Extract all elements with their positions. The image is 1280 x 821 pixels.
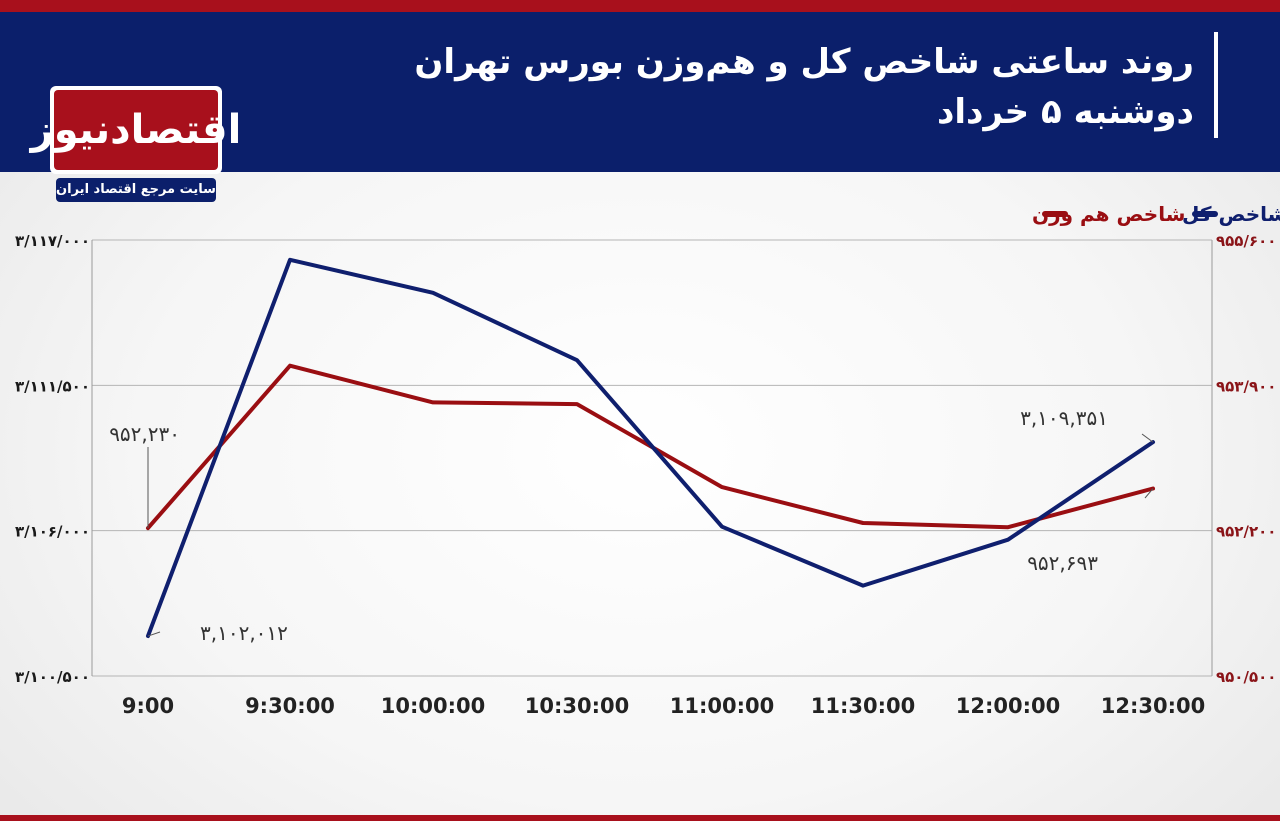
- right-axis-tick-label: ۹۵۲/۲۰۰: [1216, 523, 1276, 541]
- x-axis-tick-label: 10:30:00: [525, 694, 629, 718]
- right-axis-tick-label: ۹۵۰/۵۰۰: [1216, 668, 1276, 686]
- chart-grid: [92, 239, 1212, 677]
- chart-title: روند ساعتی شاخص کل و هم‌وزن بورس تهران: [414, 42, 1194, 82]
- left-axis-tick-label: ۳/۱۱۱/۵۰۰: [15, 377, 90, 395]
- total-index-line: [146, 257, 1155, 638]
- brand-logo: اقتصادنیوز: [31, 86, 241, 174]
- data-label: ۹۵۲,۲۳۰: [109, 422, 180, 446]
- top-accent-strip: [0, 0, 1280, 12]
- data-label: ۳,۱۰۹,۳۵۱: [1020, 406, 1108, 430]
- data-label: ۹۵۲,۶۹۳: [1027, 551, 1098, 575]
- left-axis-tick-label: ۳/۱۰۰/۵۰۰: [15, 668, 90, 686]
- chart-subtitle: دوشنبه ۵ خرداد: [936, 92, 1194, 132]
- annotation-leader: [1144, 488, 1154, 499]
- left-axis-tick-label: ۳/۱۰۶/۰۰۰: [15, 523, 90, 541]
- left-axis-tick-label: ۳/۱۱۷/۰۰۰: [15, 232, 90, 250]
- legend-swatch-total-index: [1192, 211, 1218, 217]
- x-axis-tick-label: 11:00:00: [670, 694, 774, 718]
- legend-label-total-index: شاخص کل: [1182, 202, 1280, 226]
- x-axis-tick-label: 9:30:00: [245, 694, 335, 718]
- title-divider: [1214, 32, 1218, 138]
- right-axis-labels: ۹۵۰/۵۰۰ ۹۵۲/۲۰۰ ۹۵۳/۹۰۰ ۹۵۵/۶۰۰: [1216, 232, 1276, 686]
- right-axis-tick-label: ۹۵۵/۶۰۰: [1216, 232, 1276, 250]
- right-axis-tick-label: ۹۵۳/۹۰۰: [1216, 377, 1276, 395]
- brand-tagline: سایت مرجع اقتصاد ایران: [56, 178, 216, 202]
- x-axis-labels: 9:00 9:30:00 10:00:00 10:30:00 11:00:00 11:30…: [122, 694, 1205, 718]
- x-axis-tick-label: 12:00:00: [956, 694, 1060, 718]
- bottom-accent-strip: [0, 815, 1280, 821]
- legend-swatch-equal-weight-index: [1042, 211, 1068, 217]
- annotation-leader: [147, 631, 161, 637]
- chart-legend: شاخص کل شاخص هم وزن: [1032, 202, 1280, 226]
- series-layer: [146, 257, 1155, 638]
- x-axis-tick-label: 12:30:00: [1101, 694, 1205, 718]
- x-axis-tick-label: 11:30:00: [811, 694, 915, 718]
- x-axis-tick-label: 10:00:00: [381, 694, 485, 718]
- x-axis-tick-label: 9:00: [122, 694, 174, 718]
- left-axis-labels: ۳/۱۰۰/۵۰۰ ۳/۱۰۶/۰۰۰ ۳/۱۱۱/۵۰۰ ۳/۱۱۷/۰۰۰: [15, 232, 90, 686]
- annotation-layer: ۹۵۲,۲۳۰ ۳,۱۰۲,۰۱۲ ۳,۱۰۹,۳۵۱ ۹۵۲,۶۹۳: [109, 406, 1154, 645]
- brand-logo-text: اقتصادنیوز: [30, 107, 242, 153]
- legend-label-equal-weight-index: شاخص هم وزن: [1032, 202, 1185, 226]
- annotation-leader: [1141, 433, 1154, 443]
- brand-logo-badge: اقتصادنیوز: [31, 90, 241, 170]
- data-label: ۳,۱۰۲,۰۱۲: [200, 621, 288, 645]
